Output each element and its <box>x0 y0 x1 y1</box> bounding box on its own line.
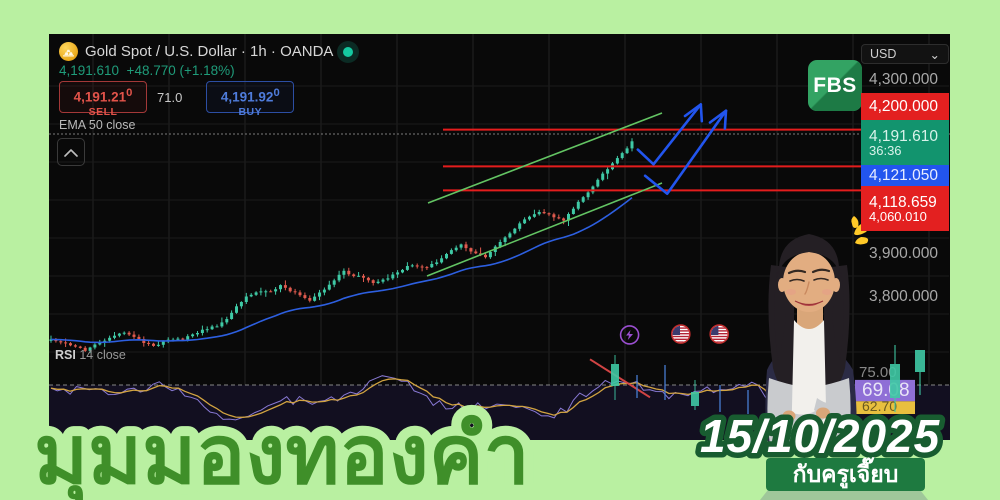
svg-text:RSI 14 close: RSI 14 close <box>55 348 126 362</box>
svg-text:62.70: 62.70 <box>862 398 897 414</box>
